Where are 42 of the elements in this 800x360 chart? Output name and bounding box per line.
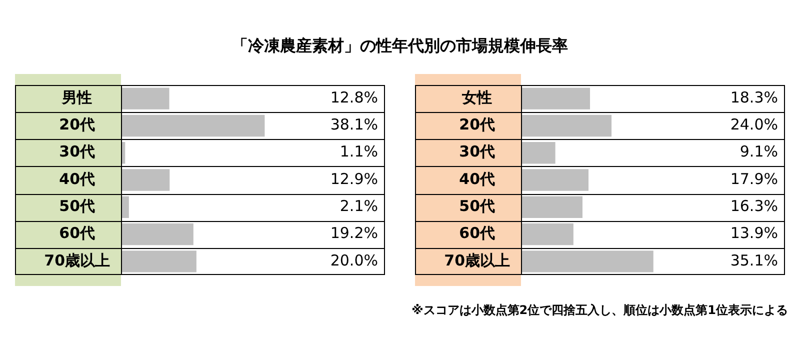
chart-title: 「冷凍農産素材」の性年代別の市場規模伸長率 — [231, 36, 569, 57]
y-tick-label: 40代 — [59, 170, 95, 188]
data-label: 38.1% — [330, 116, 378, 134]
bar — [121, 114, 265, 137]
bar — [121, 250, 196, 272]
data-label: 17.9% — [730, 170, 778, 188]
y-tick-label: 70歳以上 — [444, 251, 510, 270]
y-tick-label: 男性 — [61, 88, 92, 106]
y-tick-label: 50代 — [59, 197, 95, 216]
y-tick-label: 60代 — [59, 224, 95, 242]
bar — [121, 169, 170, 191]
y-tick-label: 60代 — [459, 224, 495, 242]
bar — [121, 88, 170, 110]
data-label: 9.1% — [740, 142, 778, 161]
y-tick-label: 30代 — [459, 142, 495, 161]
bar — [521, 223, 574, 246]
bar — [521, 114, 612, 137]
bar — [521, 250, 654, 272]
y-tick-label: 20代 — [59, 116, 95, 134]
data-label: 1.1% — [340, 142, 378, 161]
data-label: 13.9% — [730, 224, 778, 242]
bar — [521, 169, 589, 191]
data-label: 19.2% — [330, 224, 378, 242]
data-label: 16.3% — [730, 197, 778, 216]
data-label: 18.3% — [730, 88, 778, 106]
data-label: 12.9% — [330, 170, 378, 188]
bar — [521, 196, 582, 218]
y-tick-label: 20代 — [459, 116, 495, 134]
y-tick-label: 30代 — [59, 142, 95, 161]
data-label: 2.1% — [340, 197, 378, 216]
y-tick-label: 女性 — [461, 88, 492, 106]
bar — [521, 88, 590, 110]
data-label: 20.0% — [330, 251, 378, 270]
data-label: 24.0% — [730, 116, 778, 134]
y-tick-label: 40代 — [459, 170, 495, 188]
data-label: 35.1% — [730, 251, 778, 270]
y-tick-label: 70歳以上 — [44, 251, 110, 270]
y-tick-label: 50代 — [459, 197, 495, 216]
text: ※スコアは小数点第2位で四捨五入し、順位は小数点第1位表示による — [412, 302, 788, 319]
bar — [121, 223, 194, 246]
data-label: 12.8% — [330, 88, 378, 106]
bar — [521, 142, 556, 164]
